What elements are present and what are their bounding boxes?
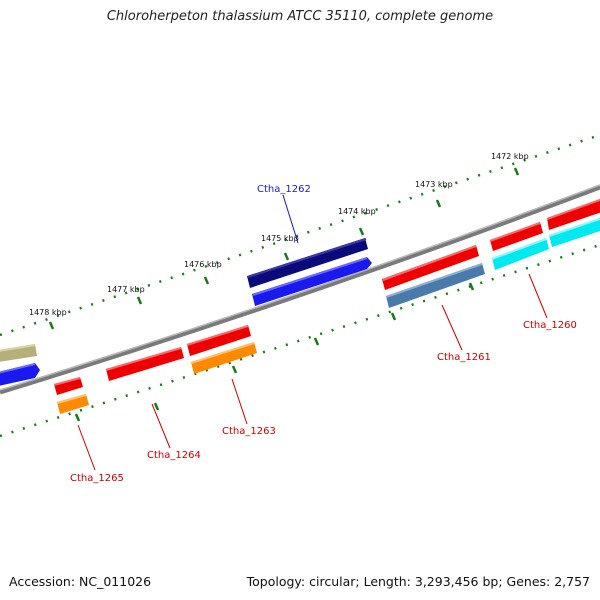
feature-orange-ctha1265[interactable] — [56, 394, 89, 414]
feature-blue-upper[interactable] — [252, 257, 372, 306]
inner-tick-track — [0, 243, 600, 438]
scale-label-1472: 1472 kbp — [491, 152, 529, 161]
map-title: Chloroherpeton thalassium ATCC 35110, co… — [106, 9, 494, 24]
gene-label-ctha-1260[interactable]: Ctha_1260 — [523, 320, 577, 331]
feature-red-lower-a[interactable] — [186, 325, 251, 356]
outer-tick-track — [0, 133, 600, 337]
topology-label: Topology: circular; Length: 3,293,456 bp… — [246, 574, 590, 589]
feature-navy-ctha1262[interactable] — [247, 238, 368, 288]
feature-blue-left[interactable] — [0, 363, 40, 386]
feature-steelblue-ctha1261[interactable] — [385, 263, 485, 308]
genome-backbone — [0, 184, 600, 395]
accession-label: Accession: NC_011026 — [9, 574, 152, 589]
leader-lines — [77, 194, 548, 471]
gene-label-ctha-1263[interactable]: Ctha_1263 — [222, 426, 276, 437]
scale-label-1476: 1476 kbp — [184, 260, 222, 269]
scale-label-1474: 1474 kbp — [338, 207, 376, 216]
feature-red-upper-c[interactable] — [546, 199, 600, 230]
feature-red-ctha1265[interactable] — [53, 377, 83, 395]
feature-cyan-b[interactable] — [548, 218, 600, 247]
gene-label-ctha-1265[interactable]: Ctha_1265 — [70, 473, 124, 484]
scale-label-1473: 1473 kbp — [415, 180, 453, 189]
scale-label-1475: 1475 kbp — [261, 234, 299, 243]
gene-label-ctha-1262[interactable]: Ctha_1262 — [257, 184, 311, 195]
feature-red-ctha1264[interactable] — [105, 347, 184, 381]
scale-label-1477: 1477 kbp — [107, 285, 145, 294]
feature-orange-ctha1263[interactable] — [190, 342, 257, 374]
feature-red-upper-a[interactable] — [382, 245, 479, 290]
feature-red-upper-b[interactable] — [489, 222, 543, 251]
gene-label-ctha-1261[interactable]: Ctha_1261 — [437, 352, 491, 363]
feature-khaki[interactable] — [0, 344, 37, 362]
scale-label-1478: 1478 kbp — [29, 308, 67, 317]
feature-cyan-a[interactable] — [491, 238, 549, 270]
gene-label-ctha-1264[interactable]: Ctha_1264 — [147, 450, 201, 461]
